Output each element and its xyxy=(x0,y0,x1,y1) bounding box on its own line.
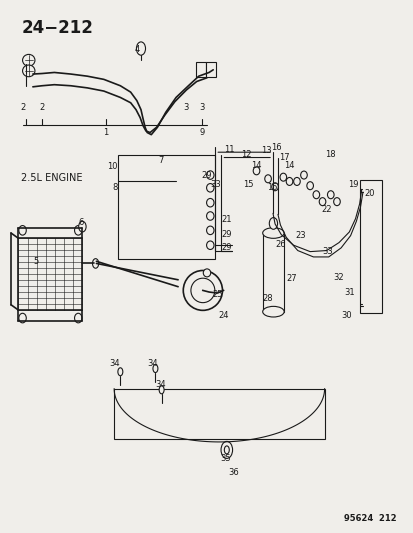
Ellipse shape xyxy=(19,313,26,323)
Text: 29: 29 xyxy=(200,171,211,180)
Ellipse shape xyxy=(206,241,214,249)
Bar xyxy=(114,389,324,439)
Text: 26: 26 xyxy=(275,240,285,249)
Ellipse shape xyxy=(203,269,210,277)
Text: 34: 34 xyxy=(155,380,166,389)
Ellipse shape xyxy=(92,259,98,268)
Ellipse shape xyxy=(206,183,214,192)
Ellipse shape xyxy=(206,226,214,235)
Bar xyxy=(19,238,82,310)
Text: 12: 12 xyxy=(240,150,251,159)
Bar xyxy=(195,62,205,77)
Text: 5: 5 xyxy=(33,257,38,265)
Ellipse shape xyxy=(206,198,214,207)
Ellipse shape xyxy=(262,228,283,238)
Ellipse shape xyxy=(293,177,299,185)
Ellipse shape xyxy=(285,177,292,185)
Text: 95624  212: 95624 212 xyxy=(343,514,396,523)
Text: 34: 34 xyxy=(109,359,119,368)
Text: 14: 14 xyxy=(251,161,261,170)
Ellipse shape xyxy=(279,173,286,181)
Text: 29: 29 xyxy=(221,244,232,253)
Text: 3: 3 xyxy=(183,102,188,111)
Text: 15: 15 xyxy=(266,183,277,192)
Ellipse shape xyxy=(271,183,278,191)
Text: 36: 36 xyxy=(228,469,239,477)
Text: 14: 14 xyxy=(284,161,294,170)
Text: 35: 35 xyxy=(220,455,230,463)
Ellipse shape xyxy=(306,182,313,190)
Text: 21: 21 xyxy=(221,215,232,224)
Text: 34: 34 xyxy=(147,359,157,368)
Text: 7: 7 xyxy=(158,156,163,165)
Ellipse shape xyxy=(74,313,82,323)
Text: 24−212: 24−212 xyxy=(21,19,93,37)
Ellipse shape xyxy=(183,270,222,310)
Ellipse shape xyxy=(22,65,35,77)
Ellipse shape xyxy=(74,225,82,235)
Ellipse shape xyxy=(262,306,283,317)
Ellipse shape xyxy=(206,171,214,179)
Ellipse shape xyxy=(268,217,277,229)
Text: 8: 8 xyxy=(112,183,118,192)
Text: 16: 16 xyxy=(271,143,281,152)
Text: 19: 19 xyxy=(347,180,358,189)
Ellipse shape xyxy=(333,198,339,206)
Ellipse shape xyxy=(312,191,319,199)
Ellipse shape xyxy=(118,368,123,376)
Text: 31: 31 xyxy=(343,287,354,296)
Ellipse shape xyxy=(206,212,214,220)
Text: 6: 6 xyxy=(78,219,84,228)
Text: 23: 23 xyxy=(295,231,306,240)
Text: 1: 1 xyxy=(103,128,108,137)
Ellipse shape xyxy=(22,54,35,66)
Ellipse shape xyxy=(136,42,145,55)
Ellipse shape xyxy=(318,198,325,206)
Text: 3: 3 xyxy=(199,102,204,111)
Text: 29: 29 xyxy=(221,230,232,239)
Text: 27: 27 xyxy=(285,273,296,282)
Ellipse shape xyxy=(264,175,271,183)
Text: 28: 28 xyxy=(262,294,273,303)
Text: 9: 9 xyxy=(199,128,204,137)
Text: 10: 10 xyxy=(107,162,117,171)
Ellipse shape xyxy=(152,365,157,373)
Text: 30: 30 xyxy=(340,311,351,320)
Text: 24: 24 xyxy=(218,311,228,320)
Text: 15: 15 xyxy=(242,180,253,189)
Ellipse shape xyxy=(253,167,259,175)
Ellipse shape xyxy=(19,225,26,235)
Text: 20: 20 xyxy=(364,189,374,198)
Ellipse shape xyxy=(221,441,232,458)
Ellipse shape xyxy=(159,386,164,394)
Ellipse shape xyxy=(300,171,306,179)
Ellipse shape xyxy=(190,278,214,303)
Bar xyxy=(206,62,216,77)
Text: 4: 4 xyxy=(134,45,139,54)
Text: 33: 33 xyxy=(321,247,332,256)
Text: 2: 2 xyxy=(21,102,26,111)
Bar xyxy=(118,155,215,259)
Text: 17: 17 xyxy=(279,153,289,162)
Text: 2.5L ENGINE: 2.5L ENGINE xyxy=(21,173,83,183)
Text: 18: 18 xyxy=(325,150,335,159)
Bar xyxy=(262,233,283,312)
Text: 32: 32 xyxy=(332,273,343,281)
Text: 25: 25 xyxy=(211,289,222,298)
Text: 13: 13 xyxy=(261,146,271,155)
Ellipse shape xyxy=(224,446,229,454)
Bar xyxy=(359,180,382,313)
Text: 2: 2 xyxy=(39,102,45,111)
Text: 33: 33 xyxy=(209,180,220,189)
Ellipse shape xyxy=(327,191,333,199)
Text: 11: 11 xyxy=(224,145,234,154)
Ellipse shape xyxy=(78,221,86,232)
Text: 22: 22 xyxy=(320,205,331,214)
